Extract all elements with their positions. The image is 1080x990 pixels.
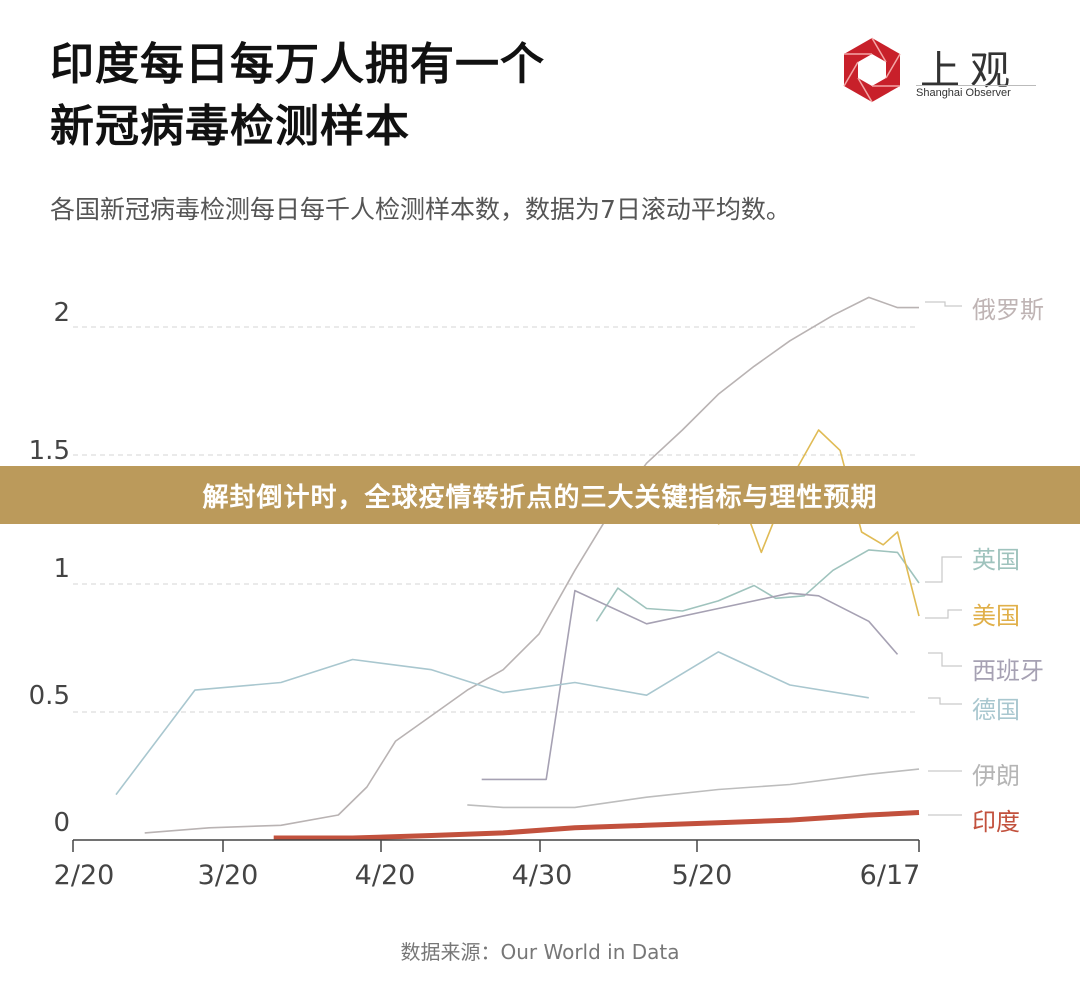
- x-axis: [72, 839, 920, 852]
- y-tick-1.5: 1.5: [28, 436, 70, 466]
- page-title: 印度每日每万人拥有一个 新冠病毒检测样本: [50, 34, 545, 158]
- x-tick-4-20: 4/20: [354, 860, 416, 891]
- series-line-5: [467, 768, 920, 809]
- legend-uk: 英国: [972, 546, 1020, 574]
- series-line-6: [273, 810, 920, 841]
- x-tick-2-20: 2/20: [53, 860, 115, 891]
- title-line-1: 印度每日每万人拥有一个: [50, 39, 545, 90]
- legend-iran: 伊朗: [972, 762, 1020, 790]
- y-tick-2: 2: [53, 298, 70, 328]
- headline-banner: 解封倒计时，全球疫情转折点的三大关键指标与理性预期: [0, 466, 1080, 524]
- x-tick-4-30: 4/30: [511, 860, 573, 891]
- y-tick-0.5: 0.5: [28, 681, 70, 711]
- chart-subtitle: 各国新冠病毒检测每日每千人检测样本数，数据为7日滚动平均数。: [50, 195, 791, 224]
- series-line-1: [595, 549, 920, 622]
- logo-name-cn: 上观: [920, 48, 1020, 94]
- legend-connectors: [925, 301, 962, 816]
- x-tick-6-17: 6/17: [859, 860, 921, 891]
- legend-russia: 俄罗斯: [972, 296, 1044, 324]
- hexagon-shutter-icon: [843, 37, 901, 103]
- y-tick-0: 0: [53, 808, 70, 838]
- x-tick-5-20: 5/20: [671, 860, 733, 891]
- gridlines: [73, 326, 918, 713]
- legend-germany: 德国: [972, 696, 1020, 724]
- logo-divider: [916, 85, 1036, 86]
- series-lines: [115, 296, 920, 841]
- legend-usa: 美国: [972, 602, 1020, 630]
- title-line-2: 新冠病毒检测样本: [50, 101, 410, 152]
- legend-india: 印度: [972, 808, 1020, 836]
- banner-text: 解封倒计时，全球疫情转折点的三大关键指标与理性预期: [202, 482, 878, 513]
- series-line-3: [481, 589, 899, 781]
- y-tick-1: 1: [53, 554, 70, 584]
- logo-name-en: Shanghai Observer: [916, 87, 1011, 99]
- series-line-0: [144, 296, 919, 834]
- data-source: 数据来源：Our World in Data: [400, 940, 680, 964]
- legend-spain: 西班牙: [972, 657, 1044, 685]
- shanghai-observer-logo: 上观 Shanghai Observer: [836, 36, 1036, 106]
- series-line-4: [115, 651, 869, 796]
- x-tick-3-20: 3/20: [197, 860, 259, 891]
